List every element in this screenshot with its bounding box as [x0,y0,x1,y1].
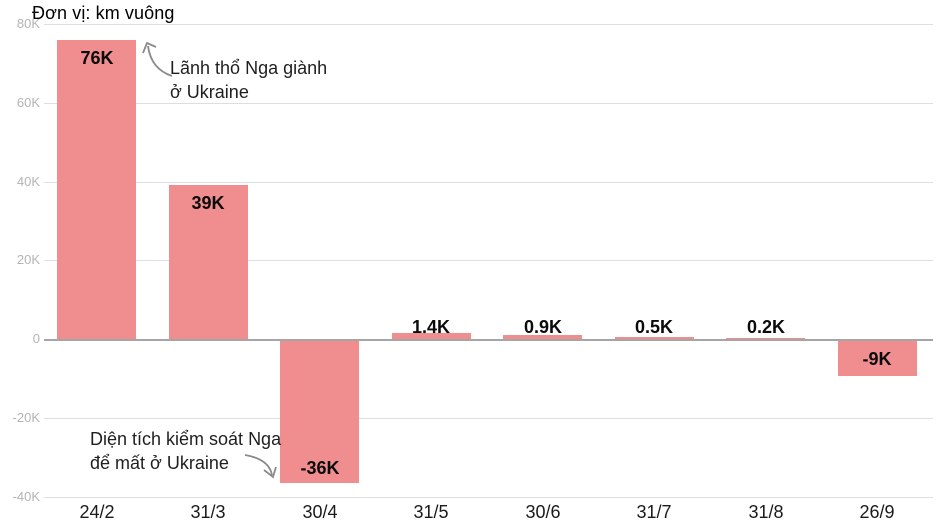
y-axis-tick-label: 60K [16,95,40,110]
bar-value-label: -36K [300,458,340,478]
y-axis-tick-label: 80K [16,16,40,31]
x-axis-label-31/5: 31/5 [413,502,449,522]
bar-value-label: 76K [80,48,114,68]
x-axis-label-31/7: 31/7 [636,502,672,522]
bar-31/7 [615,337,694,339]
x-axis-label-30/4: 30/4 [302,502,338,522]
annotation-loss-line2: để mất ở Ukraine [90,453,229,473]
bar-31/8 [726,338,805,339]
bar-value-label: -9K [862,349,892,369]
bar-31/3 [169,185,248,339]
bar-value-label: 0.9K [523,317,563,337]
gridline [44,103,933,104]
x-axis-label-26/9: 26/9 [859,502,895,522]
bar-value-label: 1.4K [411,317,451,337]
gridline [44,260,933,261]
x-axis-label-30/6: 30/6 [525,502,561,522]
gain-arrow-head [142,41,157,54]
bar-26/9 [838,341,917,376]
annotation-loss-line1: Diện tích kiểm soát Nga [90,429,282,449]
bar-value-label: 39K [191,193,225,213]
zero-line [44,339,933,341]
annotation-loss: Diện tích kiểm soát Nga để mất ở Ukraine [90,427,281,475]
gridline [44,418,933,419]
gridline [44,24,933,25]
y-axis-tick-label: -20K [12,410,40,425]
chart-title: Đơn vị: km vuông [32,3,175,23]
bar-value-label: 0.2K [746,317,786,337]
y-axis-tick-label: -40K [12,489,40,504]
bar-24/2 [57,40,136,339]
x-axis-label-24/2: 24/2 [79,502,115,522]
gridline [44,497,933,498]
y-axis-tick-label: 0 [32,331,40,346]
bar-value-label: 0.5K [634,317,674,337]
y-axis-tick-label: 20K [16,252,40,267]
bar-30/6 [503,335,582,339]
x-axis-label-31/8: 31/8 [748,502,784,522]
bar-31/5 [392,333,471,339]
annotation-gain: Lãnh thổ Nga giành ở Ukraine [170,56,327,104]
bar-30/4 [280,341,359,483]
gridline [44,182,933,183]
y-axis-tick-label: 40K [16,174,40,189]
annotation-gain-line1: Lãnh thổ Nga giành [170,58,328,78]
x-axis-label-31/3: 31/3 [190,502,226,522]
gain-arrow-curve [147,45,173,77]
annotation-gain-line2: ở Ukraine [170,82,249,102]
